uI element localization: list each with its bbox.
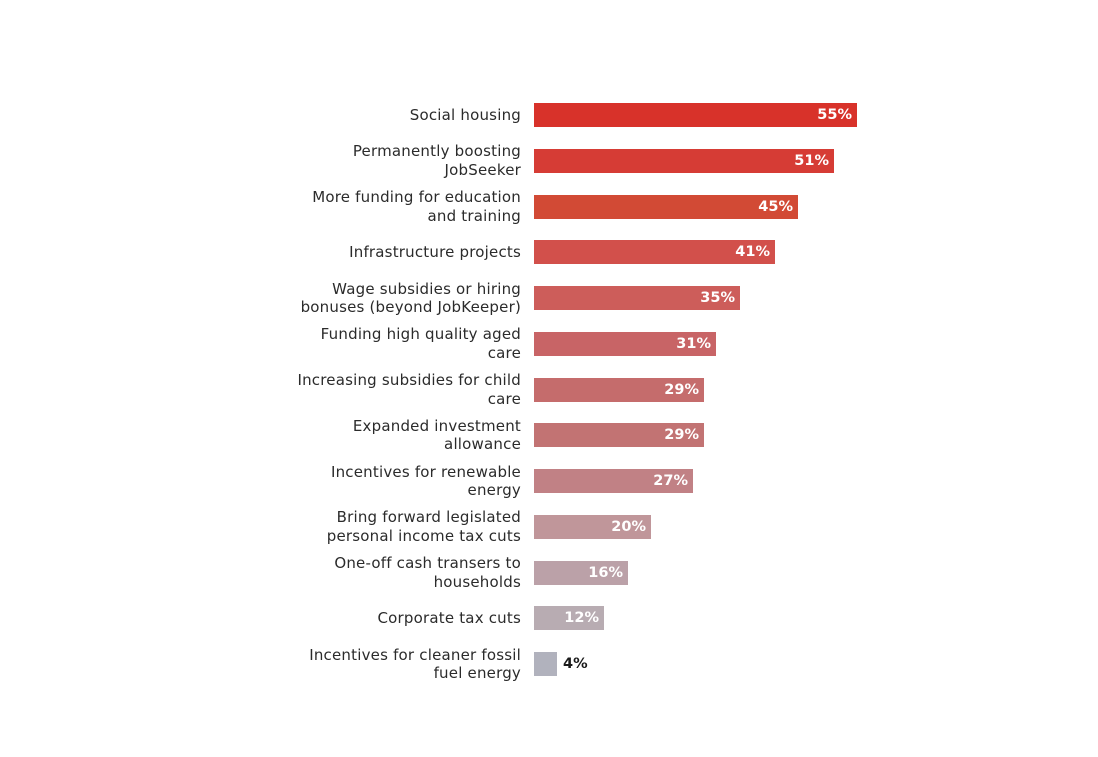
bar bbox=[534, 377, 704, 402]
bar bbox=[534, 148, 834, 173]
bar bbox=[534, 240, 775, 265]
category-label-line: households bbox=[433, 572, 521, 591]
category-label: More funding for education and training bbox=[261, 188, 521, 226]
category-label: Infrastructure projects bbox=[261, 240, 521, 264]
bar bbox=[534, 560, 628, 585]
category-label-line: Social housing bbox=[409, 105, 521, 124]
bar-row: Bring forward legislated personal income … bbox=[0, 508, 1098, 561]
bar-row: Permanently boosting JobSeeker 51% bbox=[0, 142, 1098, 195]
category-label-line: Corporate tax cuts bbox=[377, 609, 521, 627]
bar-row: More funding for education and training 45… bbox=[0, 188, 1098, 241]
value-label: 12% bbox=[564, 610, 599, 627]
category-label: Expanded investment allowance bbox=[261, 416, 521, 454]
category-label: One-off cash transers to households bbox=[261, 554, 521, 592]
bar-row: Wage subsidies or hiring bonuses (beyond … bbox=[0, 280, 1098, 332]
bar-row: Incentives for renewable energy 27% bbox=[0, 463, 1098, 515]
category-label-line: More funding for education bbox=[312, 188, 521, 206]
bar-row: Social housing 55% bbox=[0, 103, 1098, 149]
value-label: 16% bbox=[588, 564, 623, 581]
category-label-line: personal income tax cuts bbox=[326, 526, 521, 545]
bar-row: Funding high quality aged care 31% bbox=[0, 325, 1098, 378]
bar bbox=[534, 286, 740, 310]
value-label: 31% bbox=[676, 335, 711, 352]
value-label: 20% bbox=[611, 518, 646, 535]
bar-row: Expanded investment allowance 29% bbox=[0, 417, 1098, 469]
category-label-line: One-off cash transers to bbox=[334, 554, 521, 572]
value-label: 51% bbox=[794, 152, 829, 169]
category-label-line: fuel energy bbox=[433, 664, 521, 682]
category-label: Permanently boosting JobSeeker bbox=[261, 142, 521, 180]
category-label-line: care bbox=[487, 343, 521, 362]
bar-row: One-off cash transers to households 16% bbox=[0, 554, 1098, 607]
category-label: Incentives for renewable energy bbox=[261, 462, 521, 500]
category-label-line: Wage subsidies or hiring bbox=[332, 279, 521, 298]
category-label: Wage subsidies or hiring bonuses (beyond … bbox=[261, 279, 521, 317]
value-label: 29% bbox=[664, 381, 699, 398]
bar-row: Corporate tax cuts 12% bbox=[0, 606, 1098, 652]
bar bbox=[534, 652, 557, 676]
value-label: 35% bbox=[700, 290, 735, 306]
category-label-line: energy bbox=[467, 481, 521, 499]
category-label: Social housing bbox=[261, 103, 521, 127]
bar bbox=[534, 514, 651, 539]
category-label-line: Infrastructure projects bbox=[349, 243, 521, 261]
bar bbox=[534, 331, 716, 356]
category-label-line: JobSeeker bbox=[444, 160, 521, 179]
category-label: Increasing subsidies for child care bbox=[261, 371, 521, 409]
value-label: 45% bbox=[758, 198, 793, 215]
value-label: 4% bbox=[563, 656, 588, 672]
category-label-line: care bbox=[487, 389, 521, 408]
category-label-line: Increasing subsidies for child bbox=[297, 371, 521, 389]
value-label: 29% bbox=[664, 427, 699, 444]
category-label: Incentives for cleaner fossil fuel energy bbox=[261, 645, 521, 683]
category-label-line: Permanently boosting bbox=[352, 142, 521, 161]
category-label-line: and training bbox=[427, 206, 521, 225]
category-label-line: Incentives for renewable bbox=[330, 462, 521, 481]
category-label-line: Bring forward legislated bbox=[336, 508, 521, 527]
bar bbox=[534, 194, 798, 219]
category-label: Bring forward legislated personal income … bbox=[261, 508, 521, 546]
category-label-line: bonuses (beyond JobKeeper) bbox=[300, 298, 521, 316]
category-label: Corporate tax cuts bbox=[261, 606, 521, 630]
value-label: 41% bbox=[735, 244, 770, 261]
bar bbox=[534, 423, 704, 448]
bar-row: Infrastructure projects 41% bbox=[0, 240, 1098, 286]
category-label-line: Expanded investment bbox=[352, 416, 521, 435]
category-label-line: Incentives for cleaner fossil bbox=[309, 645, 521, 664]
bar bbox=[534, 103, 857, 127]
bar-row: Increasing subsidies for child care 29% bbox=[0, 371, 1098, 424]
bar bbox=[534, 606, 604, 631]
category-label-line: Funding high quality aged bbox=[320, 325, 521, 344]
category-label-line: allowance bbox=[444, 435, 521, 454]
value-label: 27% bbox=[653, 473, 688, 489]
bar-row: Incentives for cleaner fossil fuel energy… bbox=[0, 646, 1098, 698]
category-label: Funding high quality aged care bbox=[261, 325, 521, 363]
value-label: 55% bbox=[817, 107, 852, 123]
bar bbox=[534, 469, 693, 493]
